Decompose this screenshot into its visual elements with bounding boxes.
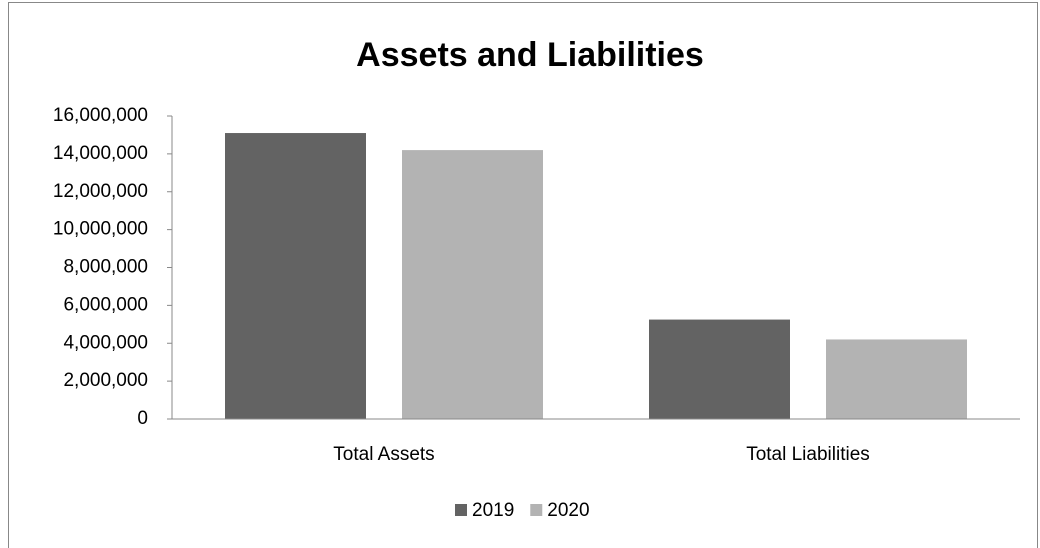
- chart-title: Assets and Liabilities: [356, 36, 704, 74]
- legend-swatch: [530, 504, 543, 516]
- legend-label: 2020: [547, 500, 589, 521]
- y-tick-label: 10,000,000: [53, 219, 148, 240]
- bar: [649, 319, 790, 419]
- legend-label: 2019: [472, 500, 514, 521]
- y-tick-label: 12,000,000: [53, 181, 148, 202]
- y-tick-label: 0: [137, 408, 148, 429]
- x-tick-label: Total Assets: [333, 444, 434, 465]
- chart-frame: [8, 2, 1038, 548]
- y-tick-label: 16,000,000: [53, 105, 148, 126]
- y-tick-label: 14,000,000: [53, 143, 148, 164]
- x-tick-label: Total Liabilities: [746, 444, 870, 465]
- y-tick-label: 6,000,000: [63, 294, 148, 315]
- bar: [402, 150, 543, 419]
- bar: [826, 339, 967, 419]
- legend-swatch: [455, 504, 467, 516]
- bar: [225, 133, 366, 419]
- y-tick-label: 4,000,000: [63, 332, 148, 353]
- y-tick-label: 2,000,000: [63, 370, 148, 391]
- y-tick-label: 8,000,000: [63, 257, 148, 278]
